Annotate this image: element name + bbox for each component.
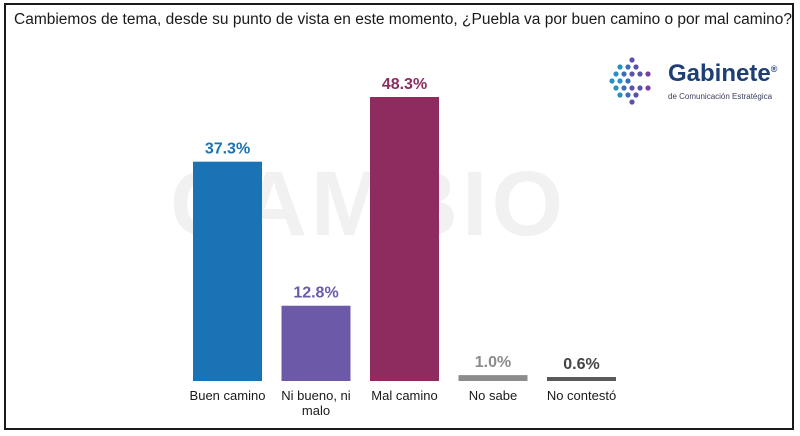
logo-dot xyxy=(629,99,635,105)
registered-mark: ® xyxy=(770,64,778,74)
data-label: 48.3% xyxy=(382,76,427,93)
logo-subtitle: de Comunicación Estratégica xyxy=(668,92,773,101)
logo-dot xyxy=(629,57,635,63)
data-label: 37.3% xyxy=(205,141,250,158)
logo-dot xyxy=(633,92,639,98)
logo-name-text: Gabinete xyxy=(668,60,771,87)
category-label: Ni bueno, ni malo xyxy=(281,388,350,418)
data-label: 0.6% xyxy=(563,356,599,373)
data-label: 12.8% xyxy=(293,285,338,302)
bar xyxy=(547,377,616,381)
bar xyxy=(370,97,439,381)
data-label: 1.0% xyxy=(475,354,511,371)
logo-dot xyxy=(645,71,651,77)
logo-dot xyxy=(617,78,623,84)
category-label: No contestó xyxy=(547,388,616,403)
bar xyxy=(281,305,351,381)
logo-dot xyxy=(629,71,635,77)
logo-dot xyxy=(629,85,635,91)
bar xyxy=(458,375,528,381)
logo-dot xyxy=(625,64,631,70)
chart-title: Cambiemos de tema, desde su punto de vis… xyxy=(14,11,793,28)
logo-dot xyxy=(625,78,631,84)
logo-dot xyxy=(617,64,623,70)
logo-dot xyxy=(625,92,631,98)
logo-dot xyxy=(637,85,643,91)
logo-dot xyxy=(645,85,651,91)
bar xyxy=(193,161,262,381)
logo-dot xyxy=(617,92,623,98)
logo-dot xyxy=(613,71,619,77)
logo-dot xyxy=(621,71,627,77)
logo-dot xyxy=(633,64,639,70)
category-label: Mal camino xyxy=(371,388,437,403)
logo: Gabinete® de Comunicación Estratégica xyxy=(600,52,790,116)
logo-dot xyxy=(609,78,615,84)
category-label: Buen camino xyxy=(190,388,266,403)
category-label: No sabe xyxy=(469,388,517,403)
logo-dot xyxy=(637,71,643,77)
logo-name: Gabinete® xyxy=(668,60,777,88)
logo-dot xyxy=(621,85,627,91)
logo-dot xyxy=(613,85,619,91)
hexagon-dots-logo-icon xyxy=(609,57,651,105)
